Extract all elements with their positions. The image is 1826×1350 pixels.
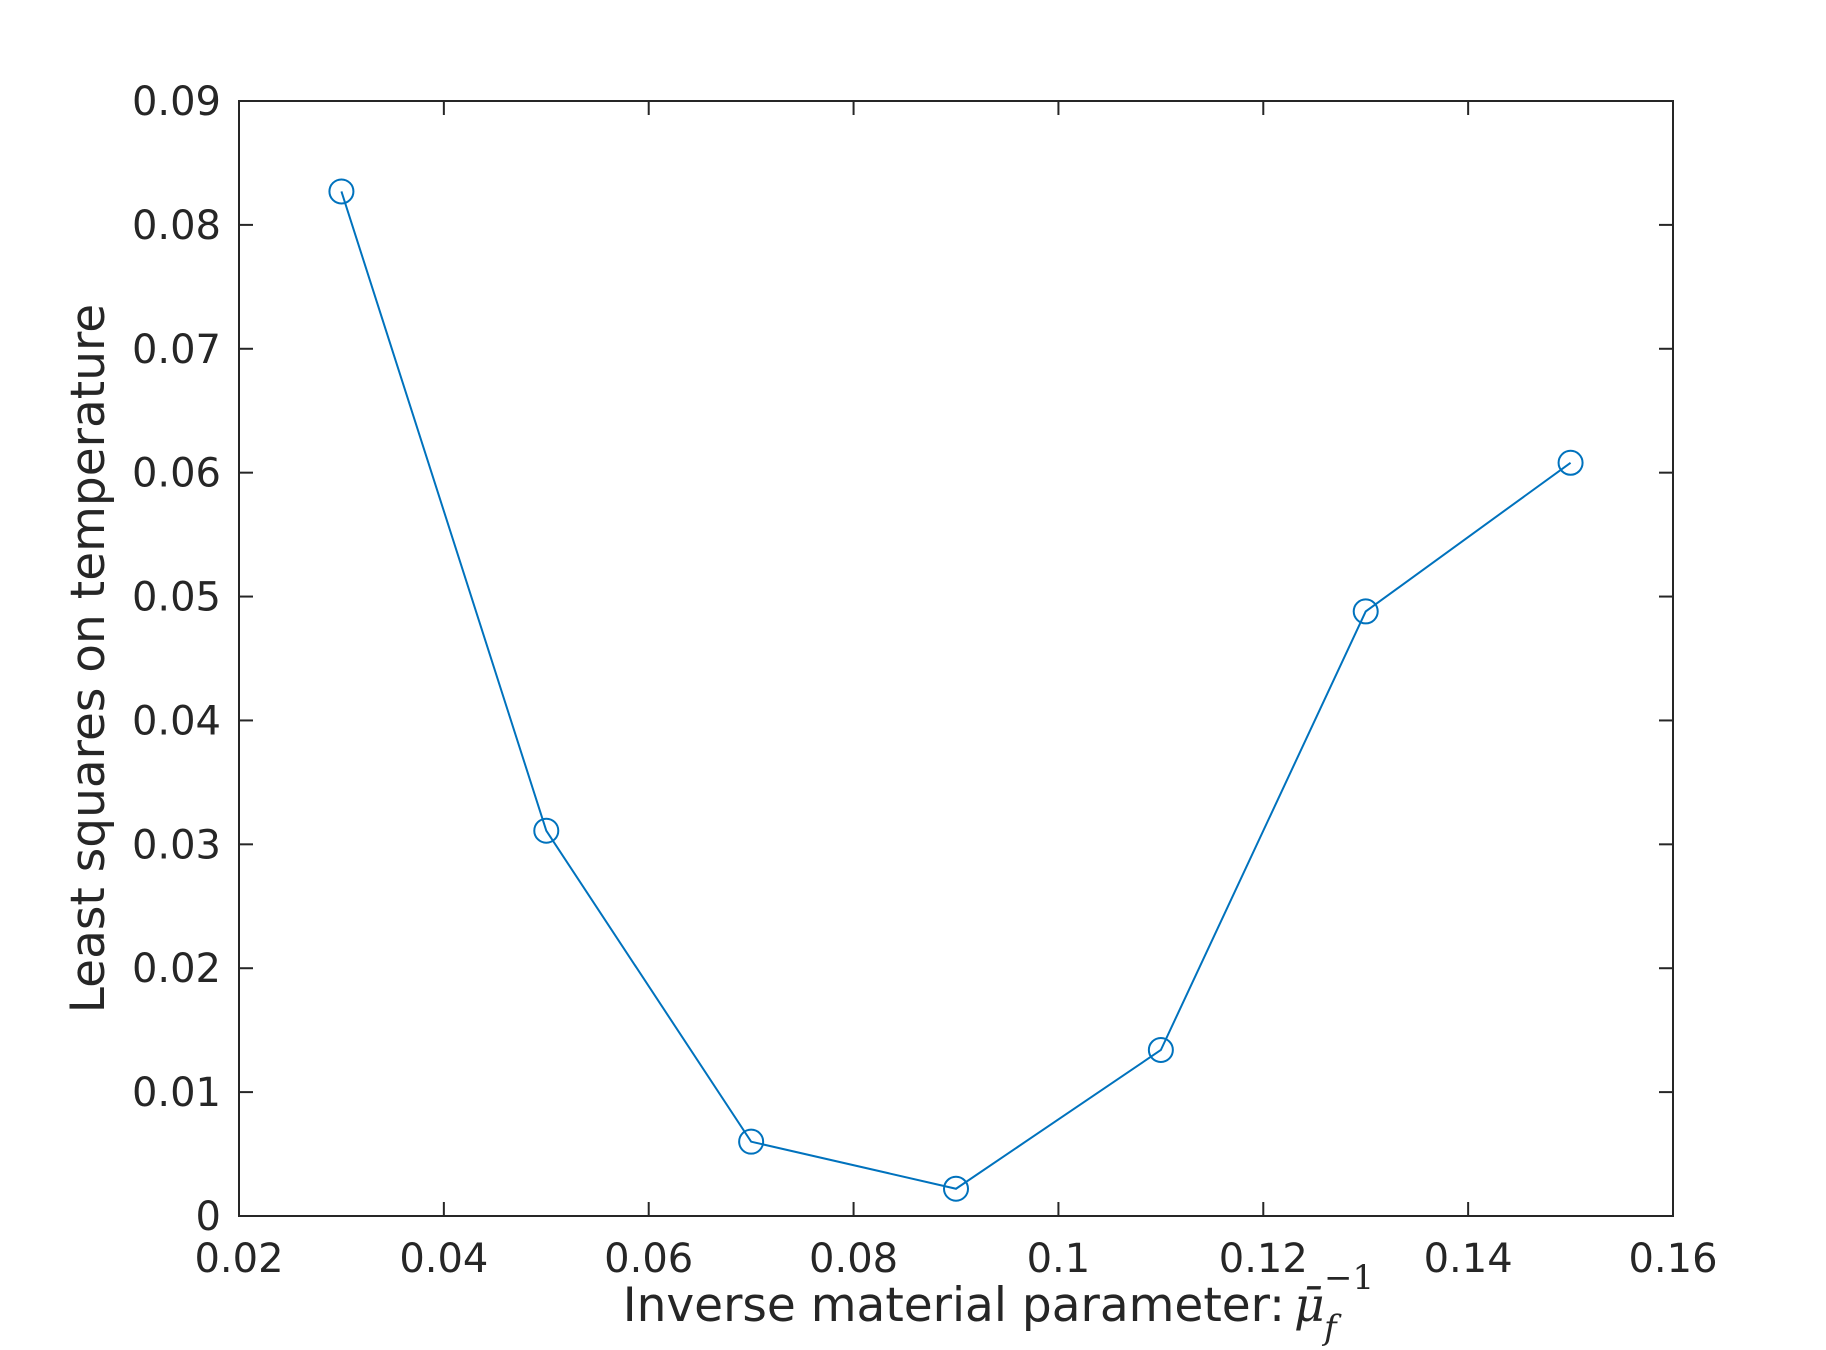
x-axis-label-math-bar: ¯	[1298, 1278, 1322, 1333]
data-point	[1557, 449, 1584, 476]
y-tick-label: 0.08	[132, 203, 221, 249]
x-tick-label: 0.12	[1219, 1236, 1308, 1282]
x-axis-label-text: Inverse material parameter:	[623, 1278, 1285, 1333]
data-point	[943, 1175, 969, 1202]
data-point	[738, 1128, 765, 1155]
x-tick-label: 0.04	[399, 1236, 488, 1282]
y-tick-label: 0.04	[132, 698, 221, 744]
series-line	[340, 191, 1572, 1190]
x-axis-label-math-base: μ	[1294, 1278, 1325, 1333]
y-axis-label: Least squares on temperature	[61, 304, 116, 1013]
x-tick-label: 0.02	[194, 1236, 283, 1282]
x-tick-label: 0.08	[809, 1236, 898, 1282]
x-axis-label: Inverse material parameter:	[623, 1278, 1285, 1333]
x-axis-ticks: 0.02 0.04 0.06 0.08 0.1 0.12 0.14 0.16	[194, 101, 1718, 1282]
x-axis-label-math-subscript: f	[1321, 1308, 1342, 1348]
y-tick-label: 0.03	[132, 822, 221, 868]
y-tick-label: 0.02	[132, 946, 221, 992]
x-tick-label: 0.1	[1027, 1236, 1091, 1282]
data-point	[533, 817, 560, 844]
x-axis-label-math: ¯ μ f −1	[1294, 1258, 1374, 1348]
y-tick-label: 0.07	[132, 327, 221, 373]
series-layer	[328, 178, 1584, 1202]
y-tick-label: 0.05	[132, 575, 221, 621]
x-tick-label: 0.16	[1628, 1236, 1717, 1282]
data-point	[1352, 598, 1379, 625]
y-tick-label: 0.06	[132, 451, 221, 497]
x-tick-label: 0.14	[1424, 1236, 1513, 1282]
y-tick-label: 0	[196, 1194, 221, 1240]
axes-box	[238, 100, 1674, 1217]
y-tick-label: 0.01	[132, 1070, 221, 1116]
data-point	[328, 178, 355, 205]
y-tick-label: 0.09	[132, 79, 221, 125]
y-axis-ticks: 0 0.01 0.02 0.03 0.04 0.05 0.06 0.07 0.08 0.09	[132, 79, 1673, 1240]
x-tick-label: 0.06	[604, 1236, 693, 1282]
x-axis-label-math-superscript: −1	[1324, 1258, 1374, 1298]
data-point	[1147, 1036, 1174, 1063]
plot-area	[238, 100, 1674, 1217]
